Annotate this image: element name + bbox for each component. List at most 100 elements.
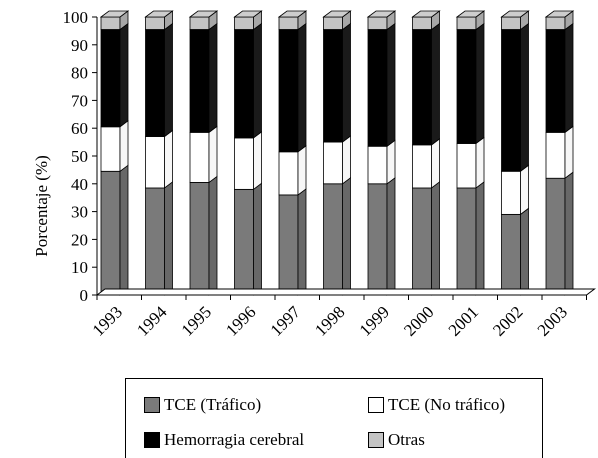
bar-1996-hemorragia-cerebral-side: [253, 22, 262, 139]
legend-label-tce-trafico: TCE (Tráfico): [164, 395, 262, 414]
bar-1994-tce-no-trafico-front: [145, 136, 165, 189]
bar-1998-otras-front: [323, 16, 343, 30]
bar-1998-tce-trafico-side: [342, 177, 351, 296]
bar-1994-tce-trafico-side: [164, 181, 173, 296]
bar-2001-otras-front: [456, 16, 477, 30]
bar-1994-hemorragia-cerebral: [145, 22, 173, 138]
bar-1996-tce-trafico-side: [253, 182, 262, 296]
bar-1999-top: [366, 10, 397, 18]
legend-swatch-hemorragia-cerebral: [144, 432, 160, 448]
bar-1997-tce-trafico-side: [297, 188, 307, 296]
bar-2000-tce-trafico: [412, 181, 440, 296]
bar-1994-tce-no-trafico-side: [164, 129, 173, 189]
bar-1998-tce-no-trafico: [323, 135, 351, 185]
bar-1993-hemorragia-cerebral-side: [119, 22, 129, 128]
x-tick-label-1996: 1996: [222, 302, 259, 339]
bar-2000-hemorragia-cerebral: [412, 22, 440, 146]
bar-1998-hemorragia-cerebral: [323, 22, 351, 143]
bar-1993-tce-no-trafico-side: [119, 120, 129, 173]
bar-1995-hemorragia-cerebral-front: [189, 29, 210, 133]
bar-2002-tce-no-trafico: [501, 164, 529, 216]
y-tick-label-40: 40: [71, 175, 88, 194]
legend-swatch-tce-no-trafico: [368, 397, 384, 413]
x-tick-label-2002: 2002: [489, 302, 526, 339]
legend: TCE (Tráfico) TCE (No tráfico) Hemorragi…: [125, 378, 543, 458]
bar-2003-hemorragia-cerebral-side: [564, 22, 574, 134]
bar-1996-tce-trafico-front: [234, 188, 254, 296]
bar-1999-tce-no-trafico: [367, 139, 396, 185]
bar-1995-tce-trafico-side: [208, 175, 218, 296]
bar-2001-tce-trafico-front: [456, 187, 477, 296]
bar-1993-hemorragia-cerebral: [100, 22, 129, 128]
bar-1995-hemorragia-cerebral-side: [208, 22, 218, 134]
y-tick-label-0: 0: [80, 286, 89, 305]
bar-1995-otras-front: [189, 16, 210, 30]
x-tick-label-1998: 1998: [311, 302, 348, 339]
bar-1999-tce-trafico-front: [367, 183, 388, 296]
y-tick-label-80: 80: [71, 64, 88, 83]
bar-2003-tce-trafico: [545, 171, 574, 296]
legend-item-tce-trafico: TCE (Tráfico): [144, 395, 261, 415]
bar-1999-tce-no-trafico-side: [386, 139, 396, 185]
y-tick-label-60: 60: [71, 119, 88, 138]
bar-2003-tce-trafico-side: [564, 171, 574, 296]
bar-1993-tce-trafico-side: [119, 164, 129, 296]
bar-2001-tce-trafico: [456, 181, 485, 296]
bar-2000-otras-front: [412, 16, 432, 30]
bar-2003-tce-trafico-front: [545, 177, 566, 296]
legend-swatch-tce-trafico: [144, 397, 160, 413]
bar-2000-hemorragia-cerebral-side: [431, 22, 440, 146]
bar-1994-hemorragia-cerebral-side: [164, 22, 173, 138]
bar-2001-tce-no-trafico-front: [456, 143, 477, 189]
bar-1998-tce-trafico-front: [323, 183, 343, 296]
bar-2000-tce-no-trafico: [412, 138, 440, 189]
bar-1995-tce-trafico: [189, 175, 218, 296]
legend-label-hemorragia-cerebral: Hemorragia cerebral: [164, 430, 305, 449]
bar-2001-hemorragia-cerebral: [456, 22, 485, 145]
legend-swatch-otras: [368, 432, 384, 448]
bar-1999-hemorragia-cerebral: [367, 22, 396, 148]
bar-1999-tce-trafico: [367, 177, 396, 296]
bar-2003-hemorragia-cerebral: [545, 22, 574, 134]
bar-1997-top: [277, 10, 308, 18]
bar-1996-hemorragia-cerebral-front: [234, 29, 254, 139]
bar-1994-tce-trafico-front: [145, 187, 165, 296]
legend-item-otras: Otras: [368, 430, 425, 450]
y-tick-label-50: 50: [71, 147, 88, 166]
bar-1995-tce-no-trafico-front: [189, 131, 210, 183]
bar-1997-tce-trafico-front: [278, 194, 299, 296]
y-tick-label-30: 30: [71, 203, 88, 222]
bar-2003-tce-no-trafico: [545, 125, 574, 180]
bar-2002-tce-trafico: [501, 207, 529, 296]
bar-1996-tce-no-trafico-side: [253, 131, 262, 191]
bar-2002-otras: [501, 10, 529, 31]
bar-2002-otras-front: [501, 16, 521, 30]
bar-2003-hemorragia-cerebral-front: [545, 29, 566, 133]
bar-2000-tce-no-trafico-front: [412, 144, 432, 189]
bar-2001-hemorragia-cerebral-side: [475, 22, 485, 145]
bar-2003-tce-no-trafico-front: [545, 131, 566, 179]
bar-1993-tce-no-trafico-front: [100, 126, 121, 172]
bar-1998-tce-no-trafico-front: [323, 141, 343, 185]
bar-2000-hemorragia-cerebral-front: [412, 29, 432, 146]
bar-2002-tce-trafico-front: [501, 213, 521, 296]
bar-1996-tce-no-trafico-front: [234, 137, 254, 190]
bar-1993-tce-trafico-front: [100, 170, 121, 296]
bar-1997-otras-front: [278, 16, 299, 30]
bar-1994-hemorragia-cerebral-front: [145, 29, 165, 137]
bar-2000-top: [411, 10, 441, 18]
bar-2003-tce-no-trafico-side: [564, 125, 574, 180]
bar-2003-top: [544, 10, 575, 18]
y-tick-label-20: 20: [71, 230, 88, 249]
x-tick-label-2000: 2000: [400, 302, 437, 339]
bar-1993-tce-no-trafico: [100, 120, 129, 173]
bar-2001-tce-no-trafico-side: [475, 136, 485, 189]
legend-item-hemorragia-cerebral: Hemorragia cerebral: [144, 430, 304, 450]
bar-1997-hemorragia-cerebral-front: [278, 29, 299, 153]
bar-1996-tce-no-trafico: [234, 131, 262, 191]
bar-1999-tce-trafico-side: [386, 177, 396, 296]
bar-1997-hemorragia-cerebral-side: [297, 22, 307, 153]
bar-1994-otras-front: [145, 16, 165, 30]
y-axis-title: Porcentaje (%): [32, 155, 51, 256]
